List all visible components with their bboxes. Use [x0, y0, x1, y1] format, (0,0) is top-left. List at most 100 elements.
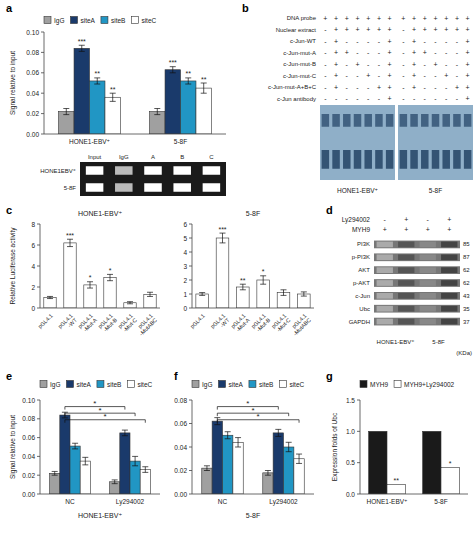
- y-tick: [189, 224, 192, 225]
- blot-band: [420, 280, 436, 286]
- row-label: HONE1EBV⁺: [40, 168, 76, 174]
- condition-sign: +: [355, 26, 359, 33]
- y-tick: [37, 475, 40, 476]
- bar: [284, 447, 294, 494]
- blot-band: [398, 306, 414, 312]
- condition-sign: -: [367, 95, 370, 102]
- x-tick-label: pGL4.1-Mut-C: [117, 313, 138, 334]
- error-bar: [199, 293, 205, 296]
- x-tick-label-line: pGL4.1: [37, 313, 54, 330]
- condition-sign: +: [366, 26, 370, 33]
- condition-sign: -: [456, 61, 459, 68]
- significance-label: ***: [78, 38, 86, 45]
- legend-swatch: [40, 381, 47, 388]
- condition-sign: -: [456, 49, 459, 56]
- condition-sign: -: [413, 95, 416, 102]
- y-tick-label: 0.06: [174, 420, 187, 427]
- x-axis-line: [40, 308, 160, 309]
- condition-sign: -: [356, 49, 359, 56]
- condition-sign: -: [356, 72, 359, 79]
- condition-sign: +: [444, 72, 448, 79]
- condition-sign: -: [445, 38, 448, 45]
- legend-label: siteA: [80, 17, 95, 24]
- condition-sign: +: [388, 26, 392, 33]
- gel-band: [432, 150, 440, 169]
- condition-sign: +: [388, 84, 392, 91]
- x-tick-label-line: -WT: [219, 316, 231, 328]
- gel-band: [400, 150, 408, 169]
- condition-sign: +: [334, 61, 338, 68]
- y-tick: [37, 437, 40, 438]
- kda-label: 62: [463, 280, 470, 286]
- blot-strip: [374, 241, 460, 249]
- bar: [90, 81, 105, 134]
- lane-label: C: [209, 154, 214, 160]
- error-bar: [72, 443, 78, 449]
- y-tick-label: 3: [183, 263, 187, 270]
- error-bar: [110, 93, 116, 101]
- gel-panel: InputIgGABCHONE1EBV⁺5-8F: [40, 154, 226, 196]
- error-bar: [296, 454, 302, 463]
- blot-band: [441, 293, 457, 299]
- y-tick: [37, 400, 40, 401]
- y-tick: [37, 224, 40, 225]
- condition-sign: +: [345, 49, 349, 56]
- blot-band: [420, 254, 436, 260]
- condition-sign: +: [412, 61, 416, 68]
- x-axis-line: [40, 494, 160, 495]
- blot-band: [398, 319, 414, 325]
- error-bar: [142, 467, 148, 473]
- x-tick-label: 5-8F: [174, 138, 187, 145]
- protein-label: PI3K: [357, 241, 370, 247]
- bar: [294, 459, 304, 494]
- x-axis-line: [192, 308, 314, 309]
- error-bar: [94, 78, 100, 84]
- condition-sign: -: [324, 72, 327, 79]
- y-tick-label: 8: [31, 221, 35, 228]
- y-tick: [41, 72, 44, 73]
- gel-band: [332, 150, 340, 169]
- blot-band: [441, 267, 457, 273]
- condition-sign: +: [412, 15, 416, 22]
- gel-band: [375, 150, 383, 169]
- y-tick-label: 0.00: [26, 131, 39, 138]
- blot-strip: [374, 305, 460, 313]
- condition-sign: +: [447, 226, 451, 233]
- condition-sign: +: [412, 49, 416, 56]
- blot-strip: [374, 292, 460, 300]
- y-tick-label: 0.0: [346, 491, 355, 498]
- y-tick: [189, 238, 192, 239]
- condition-sign: +: [355, 15, 359, 22]
- gel-band: [364, 114, 372, 127]
- condition-sign: -: [324, 49, 327, 56]
- bar: [70, 446, 80, 494]
- x-axis-line: [192, 494, 314, 495]
- legend-swatch: [249, 381, 256, 388]
- blot-band: [398, 267, 414, 273]
- blot-band: [441, 319, 457, 325]
- condition-sign: -: [402, 49, 405, 56]
- x-tick-label: pGL4.1-MutABC: [288, 313, 312, 337]
- x-tick-label: Ly294002: [116, 498, 145, 506]
- protein-label: AKT: [358, 267, 370, 273]
- error-bar: [63, 109, 69, 115]
- condition-sign: -: [356, 95, 359, 102]
- kda-label: 35: [463, 306, 470, 312]
- blot-band: [377, 267, 393, 273]
- x-tick-label: pGL4.1-Mut-C: [270, 313, 291, 334]
- condition-sign: +: [345, 26, 349, 33]
- legend-swatch: [101, 17, 108, 24]
- blot-band: [420, 319, 436, 325]
- x-tick-label-line: -Mut-C: [122, 317, 138, 333]
- condition-sign: -: [445, 84, 448, 91]
- condition-sign: -: [445, 61, 448, 68]
- panel-label: d: [326, 204, 333, 216]
- error-bar: [87, 282, 93, 288]
- error-bar: [201, 83, 207, 93]
- condition-sign: +: [388, 49, 392, 56]
- condition-sign: -: [367, 38, 370, 45]
- legend-label: siteC: [141, 17, 156, 24]
- y-tick-label: 0.5: [346, 459, 355, 466]
- y-tick: [37, 245, 40, 246]
- y-tick-label: 4: [183, 249, 187, 256]
